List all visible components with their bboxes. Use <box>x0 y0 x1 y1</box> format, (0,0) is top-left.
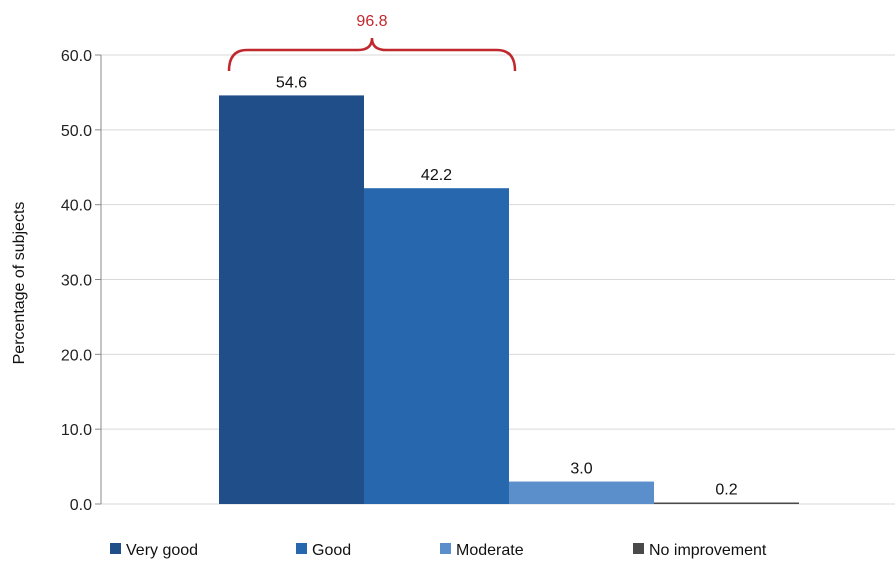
data-labels: 54.6 42.2 3.0 0.2 <box>276 74 738 498</box>
y-tick-label: 20.0 <box>61 347 92 364</box>
legend-label: Very good <box>126 542 198 559</box>
legend-swatch <box>296 543 307 554</box>
y-tick-label: 30.0 <box>61 273 92 290</box>
legend-swatch <box>110 543 121 554</box>
bar-good <box>364 188 509 504</box>
bars <box>219 95 799 504</box>
data-label: 3.0 <box>570 461 592 478</box>
y-tick-label: 50.0 <box>61 123 92 140</box>
y-axis: 0.0 10.0 20.0 30.0 40.0 50.0 60.0 <box>61 48 102 514</box>
y-tick-label: 10.0 <box>61 422 92 439</box>
data-label: 42.2 <box>421 167 452 184</box>
y-axis-title: Percentage of subjects <box>11 202 28 365</box>
legend-label: Moderate <box>456 542 524 559</box>
y-tick-label: 40.0 <box>61 198 92 215</box>
data-label: 0.2 <box>715 482 737 499</box>
bar-very-good <box>219 95 364 504</box>
legend-swatch <box>633 543 644 554</box>
sum-bracket: 96.8 <box>227 13 517 72</box>
y-tick-label: 0.0 <box>70 497 92 514</box>
bracket-label: 96.8 <box>356 13 387 30</box>
data-label: 54.6 <box>276 74 307 91</box>
legend-swatch <box>440 543 451 554</box>
bar-moderate <box>509 481 654 504</box>
bar-no-improvement <box>654 502 799 504</box>
legend: Very good Good Moderate No improvement <box>110 542 767 559</box>
y-tick-label: 60.0 <box>61 48 92 65</box>
curly-bracket <box>227 37 517 72</box>
legend-label: No improvement <box>649 542 767 559</box>
legend-label: Good <box>312 542 351 559</box>
